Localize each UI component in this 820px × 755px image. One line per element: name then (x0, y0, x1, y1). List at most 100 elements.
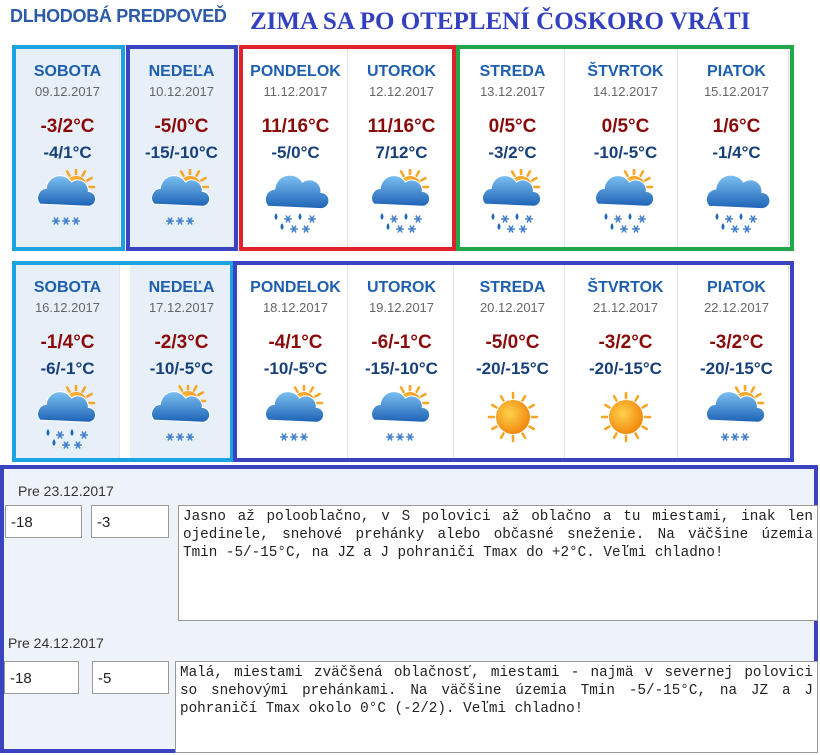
day-name: PIATOK (707, 63, 766, 80)
sun-ray (603, 425, 611, 431)
raindrop (515, 213, 519, 220)
raindrop (404, 213, 408, 220)
weather-icon (37, 385, 97, 449)
snowflake (732, 225, 738, 233)
day-name: UTOROK (366, 279, 437, 296)
sun-ray (399, 386, 405, 393)
min-temp: -5/0°C (271, 143, 320, 162)
snowflake (744, 225, 750, 233)
min-temp: -20/-15°C (700, 359, 773, 378)
snowflake (732, 433, 738, 441)
day-cell: PONDELOK 11.12.2017 11/16°C -5/0°C (244, 49, 348, 247)
day-name: NEDEĽA (148, 63, 215, 80)
day-cell: PIATOK 22.12.2017 -3/2°C -20/-15°C (685, 265, 789, 458)
outlook-text[interactable]: Malá, miestami zväčšená oblačnosť, miest… (175, 661, 818, 753)
weather-icon (482, 169, 542, 233)
snowflake (391, 215, 397, 223)
sun-ray (65, 170, 71, 177)
max-temp: -3/2°C (709, 332, 764, 353)
sun-ray (755, 392, 762, 398)
max-temp: -2/3°C (154, 332, 209, 353)
cloud (482, 175, 542, 207)
sun-ray (81, 170, 87, 177)
snowflake (63, 217, 69, 225)
cloud (37, 391, 97, 423)
snowflake (508, 225, 514, 233)
snowflake (167, 217, 173, 225)
sun-ray (420, 176, 427, 182)
sun-ray (65, 386, 71, 393)
day-name: PONDELOK (250, 63, 341, 80)
date: 11.12.2017 (263, 84, 328, 99)
day-cell: UTOROK 19.12.2017 -6/-1°C -15/-10°C (350, 265, 454, 458)
max-temp: -5/0°C (154, 116, 209, 137)
raindrop (386, 223, 390, 230)
date: 19.12.2017 (368, 300, 435, 315)
snowflake (291, 225, 297, 233)
min-temp: -10/-5°C (263, 359, 328, 378)
sun-ray (499, 394, 505, 402)
sun-ray (490, 425, 498, 431)
date: 16.12.2017 (34, 300, 101, 315)
frame (12, 45, 125, 251)
snowflake (57, 431, 63, 439)
weather-icon (487, 391, 539, 443)
snowflake (53, 217, 59, 225)
min-temp: -10/-5°C (593, 143, 658, 162)
snowflake (742, 433, 748, 441)
raindrop (628, 213, 632, 220)
outlook-text[interactable]: Jasno až polooblačno, v S polovici až ob… (178, 505, 818, 621)
min-input[interactable]: -18 (5, 505, 82, 538)
frame (456, 45, 794, 251)
date: 22.12.2017 (703, 300, 770, 315)
day-cell: STREDA 13.12.2017 0/5°C -3/2°C (461, 49, 565, 247)
snowflake (722, 433, 728, 441)
sun-ray (639, 170, 645, 177)
snowflake (81, 431, 87, 439)
date: 20.12.2017 (479, 300, 546, 315)
day-name: SOBOTA (33, 63, 102, 80)
sun-ray (86, 392, 93, 398)
min-temp: -6/-1°C (40, 359, 95, 378)
max-input[interactable]: -3 (91, 505, 169, 538)
max-temp: 1/6°C (712, 116, 761, 137)
day-cell: PONDELOK 18.12.2017 -4/1°C -10/-5°C (244, 265, 348, 458)
weather-icon (265, 385, 325, 441)
day-name: ŠTVRTOK (587, 279, 664, 296)
day-name: ŠTVRTOK (587, 63, 664, 80)
weather-icon (151, 385, 211, 441)
snowflake (633, 225, 639, 233)
day-name: STREDA (479, 279, 546, 296)
sun-ray (197, 391, 204, 397)
day-cell: NEDEĽA 10.12.2017 -5/0°C -15/-10°C (130, 49, 234, 247)
sun-ray (309, 386, 315, 393)
max-temp: -5/0°C (485, 332, 540, 353)
date: 14.12.2017 (592, 84, 659, 99)
snowflake (502, 215, 508, 223)
min-temp: 7/12°C (375, 143, 428, 162)
snowflake (75, 441, 81, 449)
min-input[interactable]: -18 (4, 661, 79, 694)
day-cell: PIATOK 15.12.2017 1/6°C -1/4°C (685, 49, 789, 247)
snowflake (407, 433, 413, 441)
day-cell: STREDA 20.12.2017 -5/0°C -20/-15°C (461, 265, 565, 458)
day-cell: NEDEĽA 17.12.2017 -2/3°C -10/-5°C (130, 265, 234, 458)
max-input[interactable]: -5 (92, 661, 169, 694)
frame (12, 261, 234, 462)
sun-ray (81, 386, 87, 393)
sun-ray (612, 432, 618, 440)
raindrop (380, 213, 384, 220)
sun-ray (634, 432, 640, 440)
weather-icon (705, 174, 771, 233)
date: 10.12.2017 (148, 84, 215, 99)
date: 18.12.2017 (262, 300, 329, 315)
max-temp: 0/5°C (488, 116, 537, 137)
sun-ray (179, 170, 185, 177)
snowflake (726, 215, 732, 223)
sun (609, 400, 643, 434)
frame (126, 45, 238, 251)
sun-ray (612, 394, 618, 402)
sun-ray (192, 385, 198, 392)
sun-ray (178, 385, 184, 392)
snowflake (187, 217, 193, 225)
